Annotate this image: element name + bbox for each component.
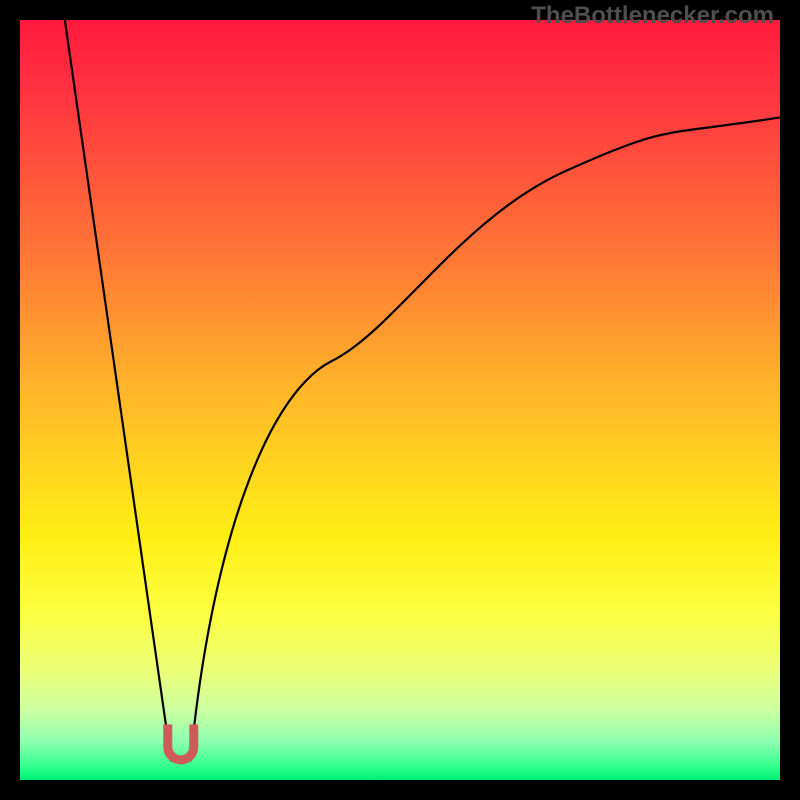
watermark-text: TheBottlenecker.com (531, 2, 774, 30)
chart-frame (0, 0, 800, 800)
bottleneck-plot (20, 20, 780, 780)
